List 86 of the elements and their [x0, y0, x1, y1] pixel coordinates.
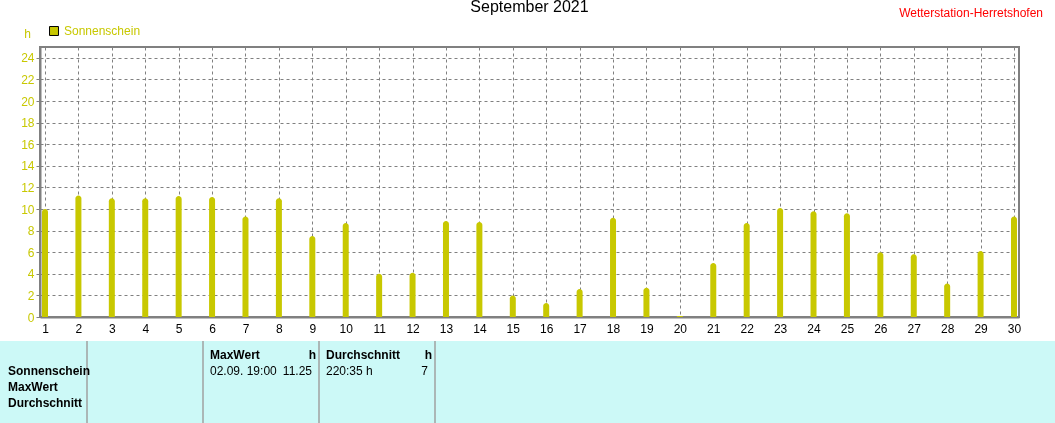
- bar: [576, 288, 583, 317]
- x-tick-label: 1: [42, 321, 50, 336]
- x-tick-label: 17: [573, 321, 588, 336]
- y-tick-label: 20: [21, 94, 35, 109]
- bar: [342, 223, 349, 317]
- text: 02.09. 19:00: [210, 364, 278, 378]
- text: MaxWert: [210, 348, 260, 362]
- x-tick-label: 7: [242, 321, 250, 336]
- x-tick-label: 12: [406, 321, 421, 336]
- text: Durchschnitt: [8, 396, 83, 410]
- x-tick-label: 8: [276, 321, 284, 336]
- bar: [743, 223, 750, 317]
- x-tick-label: 27: [907, 321, 922, 336]
- y-tick-label: 16: [21, 137, 35, 152]
- bar: [777, 207, 784, 317]
- bar: [376, 273, 383, 317]
- text: h: [424, 348, 432, 362]
- chart-title: September 2021: [470, 0, 589, 15]
- bar: [710, 263, 717, 317]
- text: 7: [421, 364, 429, 378]
- text: 220:35 h: [326, 364, 373, 378]
- x-tick-label: 3: [108, 321, 116, 336]
- bar: [610, 217, 617, 317]
- bar: [275, 198, 282, 317]
- bar: [810, 211, 817, 317]
- bar: [509, 295, 516, 317]
- x-tick-label: 6: [209, 321, 217, 336]
- bar: [1011, 216, 1017, 317]
- x-tick-label: 10: [339, 321, 354, 336]
- y-tick-label: 18: [21, 116, 35, 131]
- text: 11.25: [282, 364, 313, 378]
- x-tick-label: 22: [740, 321, 755, 336]
- x-tick-label: 18: [606, 321, 621, 336]
- x-tick-label: 21: [707, 321, 721, 336]
- bar: [910, 254, 917, 317]
- y-tick-label: 6: [27, 245, 35, 260]
- x-tick-label: 4: [142, 321, 150, 336]
- x-tick-label: 14: [473, 321, 487, 336]
- y-tick-label: 8: [27, 224, 35, 239]
- y-tick-label: 4: [27, 267, 35, 282]
- bar: [142, 198, 149, 317]
- y-tick-label: 22: [21, 72, 35, 87]
- x-tick-label: 13: [439, 321, 454, 336]
- x-tick-label: 11: [373, 321, 387, 336]
- bar: [42, 209, 48, 317]
- y-axis-title: h: [24, 26, 31, 41]
- y-tick-label: 10: [21, 202, 35, 217]
- y-tick-label: 14: [21, 159, 35, 174]
- x-tick-label: 24: [807, 321, 822, 336]
- x-tick-label: 16: [540, 321, 554, 336]
- bar: [843, 213, 850, 317]
- bar: [108, 198, 115, 317]
- bar: [944, 283, 951, 317]
- bar: [242, 216, 249, 317]
- bar: [175, 196, 182, 317]
- x-tick-label: 30: [1007, 321, 1022, 336]
- bar: [209, 197, 216, 317]
- text: Durchschnitt: [326, 348, 401, 362]
- legend-label: Sonnenschein: [64, 24, 141, 38]
- y-tick-label: 12: [21, 180, 35, 195]
- x-tick-label: 19: [640, 321, 654, 336]
- bar: [877, 252, 884, 317]
- text: MaxWert: [8, 380, 58, 394]
- bar: [309, 236, 316, 317]
- text: Wetterstation-Herretshofen: [899, 6, 1043, 20]
- bar: [643, 287, 650, 317]
- y-tick-label: 0: [27, 310, 35, 325]
- y-tick-label: 2: [27, 288, 35, 303]
- x-tick-label: 29: [974, 321, 989, 336]
- text: Sonnenschein: [8, 364, 91, 378]
- bar: [75, 195, 82, 317]
- x-tick-label: 26: [874, 321, 888, 336]
- x-tick-label: 20: [673, 321, 688, 336]
- x-tick-label: 15: [506, 321, 521, 336]
- text: h: [308, 348, 316, 362]
- x-tick-label: 23: [773, 321, 788, 336]
- bar: [977, 251, 984, 317]
- x-tick-label: 2: [75, 321, 83, 336]
- x-tick-label: 5: [175, 321, 183, 336]
- x-tick-label: 28: [940, 321, 955, 336]
- bar: [409, 272, 416, 317]
- bar: [476, 221, 483, 317]
- x-tick-label: 9: [309, 321, 317, 336]
- y-tick-label: 24: [21, 51, 35, 66]
- bar: [442, 220, 449, 317]
- x-tick-label: 25: [840, 321, 855, 336]
